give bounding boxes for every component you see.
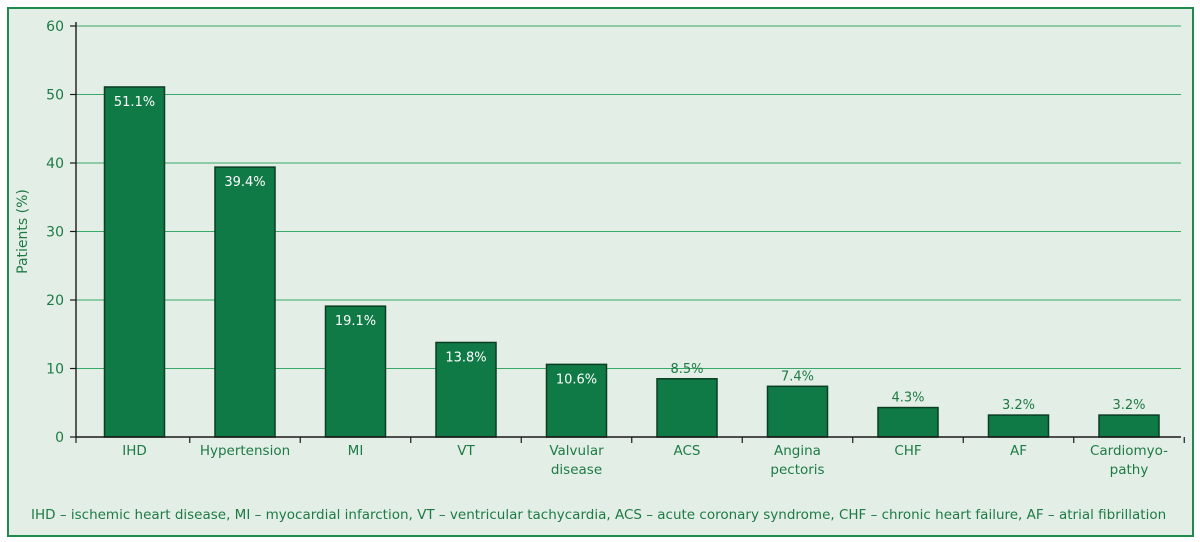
x-tick-label: pectoris (770, 462, 824, 478)
x-tick-label: CHF (894, 443, 921, 459)
abbreviation-footnote: IHD – ischemic heart disease, MI – myoca… (31, 507, 1167, 523)
bar-chart: 0 10 20 30 40 50 60 Patients (%) 51.1% IHD 39.4% Hy… (15, 19, 1185, 478)
bar (545, 363, 608, 438)
data-label: 3.2% (1112, 398, 1145, 413)
y-tick-label: 10 (46, 362, 64, 378)
y-tick-label: 50 (46, 88, 64, 104)
bar (324, 305, 387, 438)
x-tick-label: ACS (674, 443, 701, 459)
y-tick-label: 40 (46, 156, 64, 172)
data-label: 51.1% (114, 95, 155, 110)
bar (877, 406, 939, 438)
x-tick-label: Hypertension (200, 443, 290, 459)
data-label: 7.4% (781, 369, 814, 384)
data-label: 4.3% (891, 391, 924, 406)
x-tick-label: Cardiomyo- (1090, 443, 1168, 459)
data-label: 39.4% (224, 175, 265, 190)
y-tick-label: 20 (46, 293, 64, 309)
data-label: 10.6% (556, 372, 597, 387)
y-tick-label: 30 (46, 225, 64, 241)
bar (987, 414, 1050, 438)
x-tick-label: MI (348, 443, 364, 459)
x-tick-label: Angina (774, 443, 821, 459)
x-tick-label: IHD (122, 443, 147, 459)
bar (656, 378, 718, 438)
y-axis-title: Patients (%) (15, 189, 31, 274)
bar (214, 166, 276, 438)
bar (766, 385, 829, 438)
bar (1098, 414, 1160, 438)
y-tick-label: 0 (55, 430, 64, 446)
x-tick-label: AF (1010, 443, 1027, 459)
data-label: 19.1% (335, 314, 376, 329)
chart-panel: 0 10 20 30 40 50 60 Patients (%) 51.1% IHD 39.4% Hy… (7, 7, 1194, 537)
x-tick-label: Valvular (549, 443, 604, 459)
bar (103, 86, 166, 438)
x-tick-label: pathy (1110, 462, 1149, 478)
x-tick-label: VT (457, 443, 475, 459)
data-label: 8.5% (670, 362, 703, 377)
x-tick-label: disease (551, 462, 602, 478)
y-tick-label: 60 (46, 19, 64, 35)
data-label: 13.8% (445, 350, 486, 365)
data-label: 3.2% (1002, 398, 1035, 413)
